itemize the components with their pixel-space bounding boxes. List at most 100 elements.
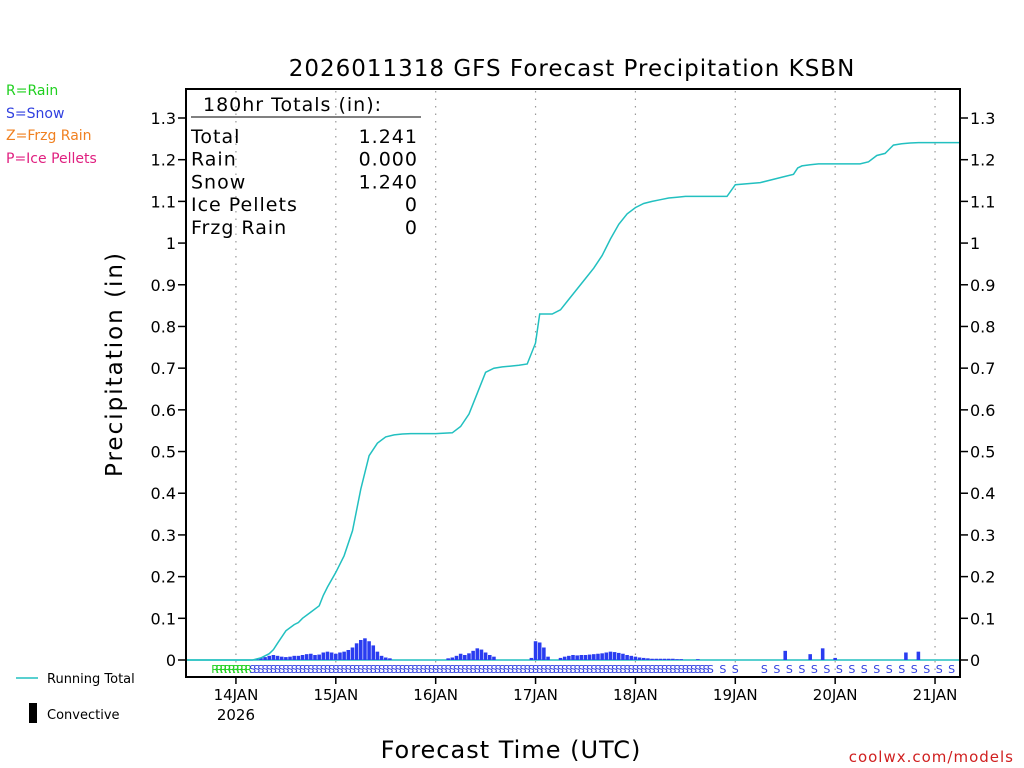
y-tick-label-right: 0.9 [970, 276, 995, 295]
snow-code: S [873, 663, 880, 676]
snow-code: S [682, 663, 689, 676]
snow-bar [483, 652, 488, 660]
totals-row-label: Total [190, 126, 240, 148]
snow-code: S [886, 663, 893, 676]
snow-code: S [773, 663, 780, 676]
y-tick-label-left: 0.5 [151, 443, 176, 462]
y-tick-label-left: 0.7 [151, 359, 176, 378]
plot-frame [185, 88, 961, 678]
totals-row-label: Ice Pellets [191, 194, 298, 216]
snow-bar [587, 654, 592, 660]
snow-code: S [545, 663, 552, 676]
snow-bar [808, 654, 812, 660]
snow-code: S [582, 663, 589, 676]
snow-bar [321, 652, 326, 660]
snow-code: S [640, 663, 647, 676]
snow-code: S [495, 663, 502, 676]
legend-running-total-label: Running Total [47, 672, 135, 687]
snow-code: S [465, 663, 472, 676]
snow-bar [342, 651, 346, 660]
snow-code: S [249, 663, 256, 676]
snow-code: S [441, 663, 448, 676]
snow-code: S [428, 663, 435, 676]
snow-bar [633, 656, 638, 660]
snow-code: S [669, 663, 676, 676]
x-tick-label: 19JAN [713, 686, 758, 704]
snow-bar [592, 654, 596, 660]
y-tick-label-right: 0.5 [970, 443, 995, 462]
snow-code: S [366, 663, 373, 676]
snow-code: S [836, 663, 843, 676]
snow-code: S [653, 663, 660, 676]
snow-bar [325, 651, 330, 660]
snow-code: S [353, 663, 360, 676]
totals-row-value: 0 [405, 217, 418, 239]
totals-row-value: 0.000 [359, 149, 418, 171]
snow-code: S [257, 663, 264, 676]
snow-code: S [719, 663, 726, 676]
snow-code: S [911, 663, 918, 676]
totals-row-value: 1.241 [359, 126, 418, 148]
snow-code: S [461, 663, 468, 676]
snow-code: S [690, 663, 697, 676]
snow-bar [271, 654, 276, 660]
snow-code: S [898, 663, 905, 676]
snow-code: S [370, 663, 377, 676]
snow-bar [346, 649, 351, 660]
watermark: coolwx.com/models [849, 748, 1014, 766]
rain-code: R [228, 663, 236, 676]
y-tick-label-left: 1 [166, 234, 176, 253]
snow-code: S [861, 663, 868, 676]
snow-code: S [607, 663, 614, 676]
snow-code: S [520, 663, 527, 676]
snow-bar [467, 653, 471, 660]
snow-bar [463, 654, 467, 660]
y-tick-label-left: 0.6 [151, 401, 176, 420]
snow-code: S [811, 663, 818, 676]
snow-code: S [599, 663, 606, 676]
snow-code: S [420, 663, 427, 676]
snow-bar [388, 658, 392, 660]
snow-bar [621, 653, 625, 660]
totals-box: 180hr Totals (in): Total 1.241 Rain 0.000 Sn… [190, 94, 421, 239]
snow-code: S [511, 663, 518, 676]
snow-bar [650, 658, 654, 660]
snow-code: S [411, 663, 418, 676]
snow-bar [616, 652, 621, 660]
snow-code: S [503, 663, 510, 676]
legend-rain: R=Rain [6, 83, 58, 99]
snow-code: S [570, 663, 577, 676]
snow-bar [666, 658, 671, 660]
y-tick-label-left: 0.4 [151, 484, 176, 503]
snow-code: S [636, 663, 643, 676]
snow-code: S [594, 663, 601, 676]
snow-bar [317, 654, 321, 660]
snow-code: S [449, 663, 456, 676]
snow-bar [608, 651, 613, 660]
snow-bar [542, 647, 546, 660]
snow-code: S [324, 663, 331, 676]
snow-bar [458, 653, 463, 660]
x-tick-label: 16JAN [413, 686, 458, 704]
snow-code: S [382, 663, 389, 676]
snow-code: S [307, 663, 314, 676]
snow-code: S [686, 663, 693, 676]
rain-code: R [224, 663, 232, 676]
snow-code: S [611, 663, 618, 676]
snow-code: S [336, 663, 343, 676]
snow-code: S [657, 663, 664, 676]
snow-code: S [549, 663, 556, 676]
snow-bar [625, 654, 629, 660]
snow-code: S [703, 663, 710, 676]
snow-code: S [312, 663, 319, 676]
snow-code: S [320, 663, 327, 676]
y-tick-label-right: 0.3 [970, 526, 995, 545]
y-tick-label-right: 1 [970, 234, 980, 253]
totals-header: 180hr Totals (in): [203, 94, 382, 116]
snow-code: S [432, 663, 439, 676]
snow-bar [454, 655, 459, 660]
y-tick-label-right: 0.7 [970, 359, 995, 378]
snow-bar [833, 657, 837, 660]
chart-title: 2026011318 GFS Forecast Precipitation KS… [289, 56, 856, 82]
totals-row-label: Snow [191, 171, 246, 193]
